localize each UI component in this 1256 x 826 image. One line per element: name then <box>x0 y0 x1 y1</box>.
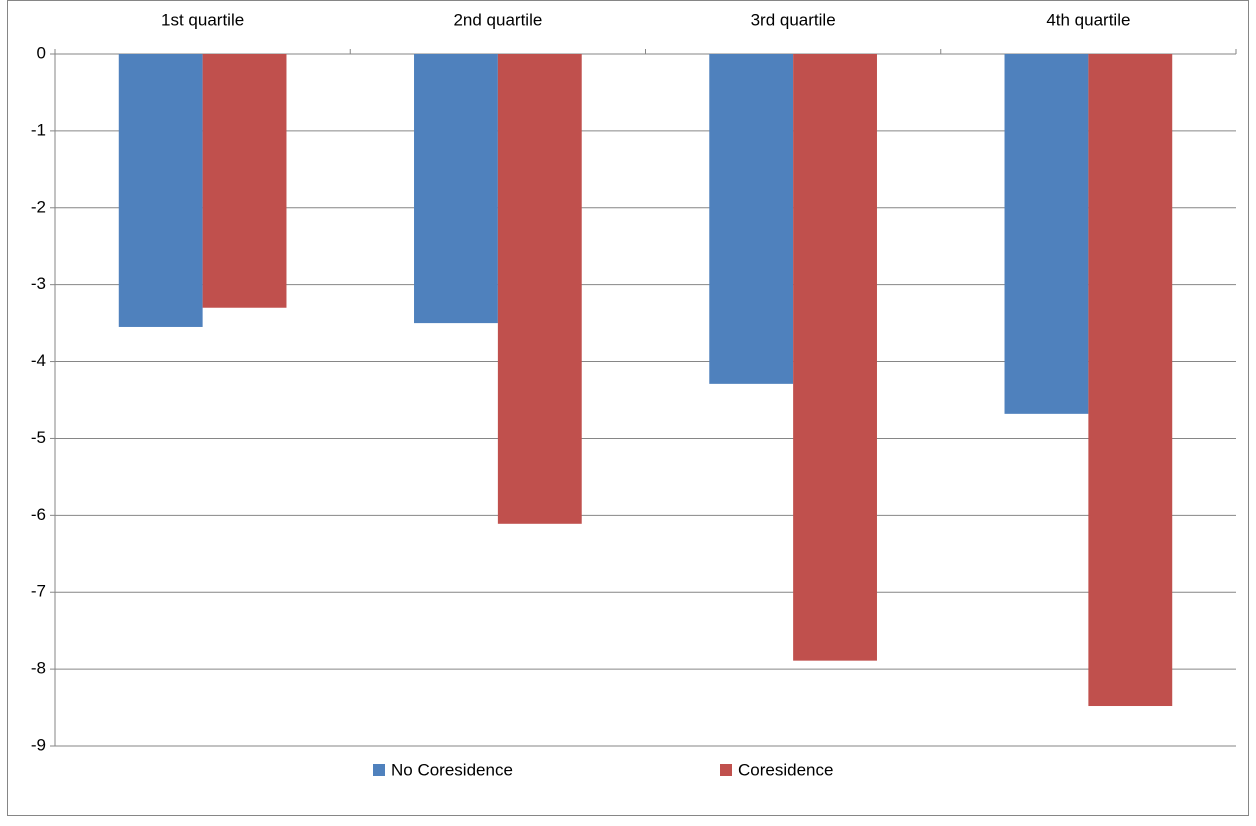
bar <box>1088 54 1173 707</box>
y-tick-label: -3 <box>31 274 46 293</box>
legend-swatch <box>373 764 385 776</box>
y-tick-label: -7 <box>31 582 46 601</box>
bar <box>709 54 794 384</box>
bar <box>118 54 203 327</box>
y-tick-label: -2 <box>31 197 46 216</box>
x-tick-label: 3rd quartile <box>751 10 836 29</box>
legend-label: Coresidence <box>738 760 833 779</box>
x-tick-label: 4th quartile <box>1046 10 1130 29</box>
y-tick-label: -1 <box>31 120 46 139</box>
legend-swatch <box>720 764 732 776</box>
x-tick-label: 1st quartile <box>161 10 244 29</box>
y-tick-label: -5 <box>31 428 46 447</box>
bar <box>497 54 582 524</box>
bar <box>202 54 287 308</box>
x-tick-label: 2nd quartile <box>453 10 542 29</box>
bar <box>793 54 877 661</box>
bar <box>1004 54 1089 414</box>
y-tick-label: -9 <box>31 735 46 754</box>
y-tick-label: -4 <box>31 351 46 370</box>
y-tick-label: -6 <box>31 505 46 524</box>
y-tick-label: 0 <box>37 43 46 62</box>
y-tick-label: -8 <box>31 659 46 678</box>
legend-label: No Coresidence <box>391 760 513 779</box>
bar <box>414 54 498 324</box>
